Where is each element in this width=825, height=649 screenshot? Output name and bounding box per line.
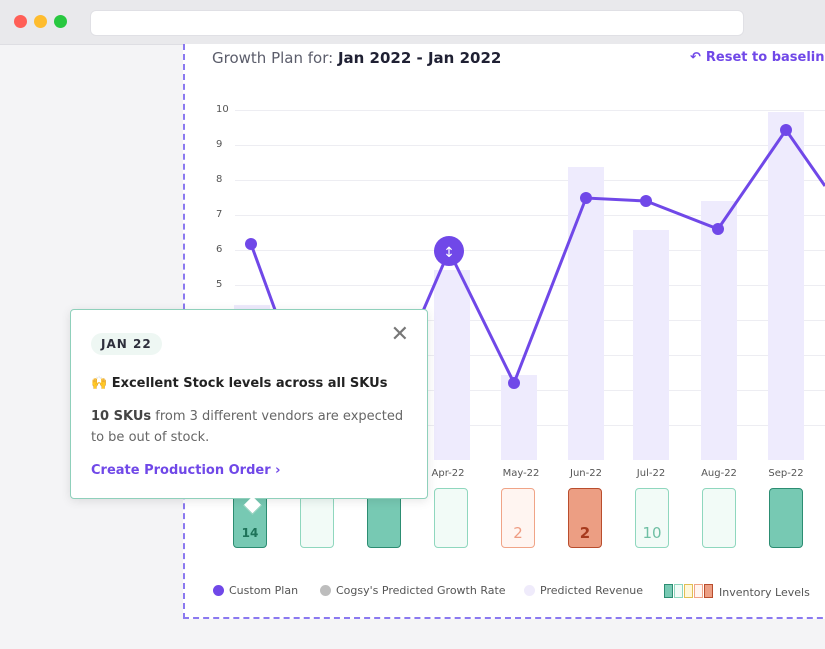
x-label: Jun-22 xyxy=(570,468,602,479)
legend-predicted-revenue-dot xyxy=(524,585,535,596)
plan-point[interactable] xyxy=(508,377,520,389)
undo-icon: ↶ xyxy=(690,50,701,65)
date-range: Jan 2022 - Jan 2022 xyxy=(337,49,502,67)
y-tick-6: 6 xyxy=(216,244,223,255)
plan-point[interactable] xyxy=(640,195,652,207)
legend-custom-plan-dot xyxy=(213,585,224,596)
grid-line xyxy=(235,250,825,251)
address-bar[interactable] xyxy=(90,10,744,36)
revenue-bar xyxy=(434,270,470,460)
chevron-right-icon: › xyxy=(275,463,281,478)
x-label: Aug-22 xyxy=(701,468,737,479)
x-label: May-22 xyxy=(502,468,540,479)
reset-baseline-button[interactable]: ↶ Reset to baseline xyxy=(690,50,825,65)
legend-custom-plan-label: Custom Plan xyxy=(229,584,299,597)
tooltip-headline: 🙌 Excellent Stock levels across all SKUs xyxy=(91,376,388,391)
grid-line xyxy=(235,180,825,181)
reset-label: Reset to baseline xyxy=(705,50,825,65)
x-label: Jul-22 xyxy=(636,468,666,479)
legend-predicted-growth-dot xyxy=(320,585,331,596)
legend-predicted-growth-label: Cogsy's Predicted Growth Rate xyxy=(336,584,506,597)
inventory-level[interactable] xyxy=(434,488,468,548)
inventory-level[interactable]: 2 xyxy=(501,488,535,548)
cta-label: Create Production Order xyxy=(91,463,271,478)
plan-point[interactable] xyxy=(245,238,257,250)
page-title: Growth Plan for: Jan 2022 - Jan 2022 xyxy=(212,49,501,67)
legend-inventory-levels: Inventory Levels xyxy=(664,584,810,601)
inventory-level[interactable]: 10 xyxy=(635,488,669,548)
grid-line xyxy=(235,110,825,111)
minimize-window-dot[interactable] xyxy=(34,15,47,28)
revenue-bar xyxy=(501,375,537,460)
description-text: from 3 different vendors are expected to… xyxy=(91,409,404,445)
inventory-tooltip: JAN 22 ✕ 🙌 Excellent Stock levels across… xyxy=(70,309,428,499)
plan-point[interactable] xyxy=(580,192,592,204)
up-down-arrow-icon: ↕ xyxy=(443,245,455,261)
month-chip: JAN 22 xyxy=(91,333,162,355)
inventory-swatches xyxy=(664,584,714,601)
legend-predicted-revenue: Predicted Revenue xyxy=(524,584,643,597)
title-prefix: Growth Plan for: xyxy=(212,49,334,67)
drag-handle[interactable]: ↕ xyxy=(434,236,464,266)
y-tick-9: 9 xyxy=(216,139,223,150)
maximize-window-dot[interactable] xyxy=(54,15,67,28)
browser-window-bar xyxy=(0,0,825,45)
y-tick-5: 5 xyxy=(216,279,223,290)
close-window-dot[interactable] xyxy=(14,15,27,28)
grid-line xyxy=(235,355,825,356)
plan-point[interactable] xyxy=(780,124,792,136)
plan-point[interactable] xyxy=(712,223,724,235)
inventory-level[interactable]: 2 xyxy=(568,488,602,548)
legend-predicted-growth: Cogsy's Predicted Growth Rate xyxy=(320,584,506,597)
grid-line xyxy=(235,145,825,146)
grid-line xyxy=(235,285,825,286)
inventory-level[interactable] xyxy=(702,488,736,548)
close-icon[interactable]: ✕ xyxy=(390,322,409,347)
y-tick-10: 10 xyxy=(216,104,229,115)
x-label: Apr-22 xyxy=(431,468,465,479)
y-tick-7: 7 xyxy=(216,209,223,220)
revenue-bar xyxy=(768,112,804,460)
legend-inventory-levels-label: Inventory Levels xyxy=(719,586,810,599)
revenue-bar xyxy=(701,201,737,460)
x-label: Sep-22 xyxy=(768,468,804,479)
legend-custom-plan: Custom Plan xyxy=(213,584,298,597)
revenue-bar xyxy=(633,230,669,460)
y-tick-8: 8 xyxy=(216,174,223,185)
legend-predicted-revenue-label: Predicted Revenue xyxy=(540,584,644,597)
revenue-bar xyxy=(568,167,604,460)
tooltip-description: 10 SKUs from 3 different vendors are exp… xyxy=(91,406,417,448)
create-production-order-link[interactable]: Create Production Order › xyxy=(91,463,281,478)
inventory-level[interactable] xyxy=(769,488,803,548)
grid-line xyxy=(235,320,825,321)
sku-count: 10 SKUs xyxy=(91,409,152,424)
grid-line xyxy=(235,215,825,216)
